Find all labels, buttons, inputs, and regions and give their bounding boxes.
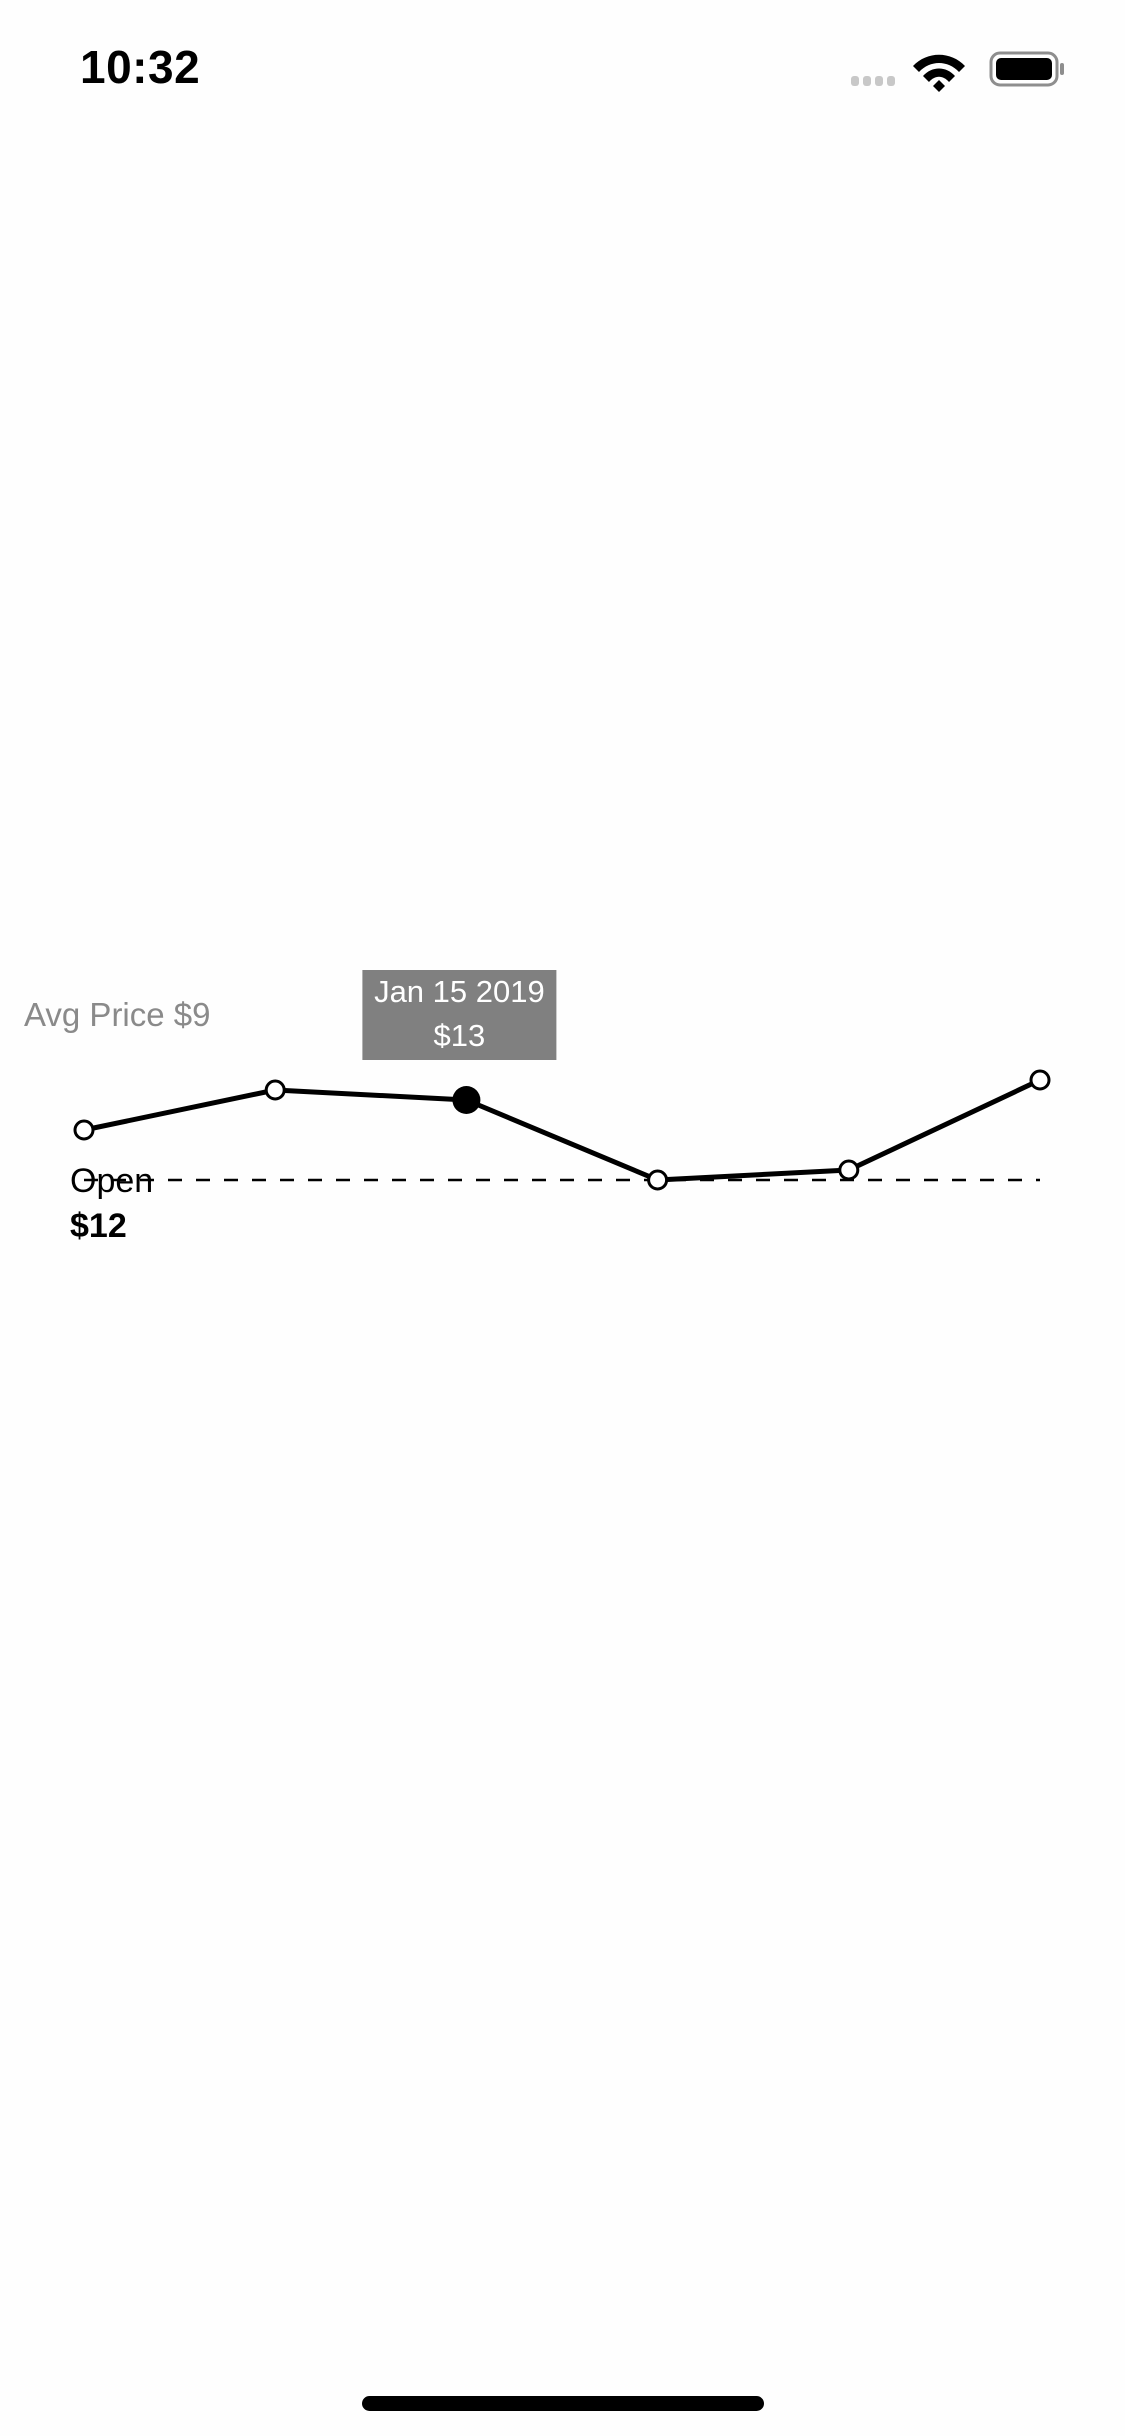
- tooltip-background: [362, 970, 557, 1060]
- tooltip: Jan 15 2019 $13: [362, 970, 557, 1060]
- price-chart: Avg Price $9 Jan 15 2019 $13 Open $12: [0, 960, 1125, 1380]
- tooltip-value: $13: [434, 1018, 486, 1053]
- open-value: $12: [70, 1207, 127, 1245]
- data-point[interactable]: [73, 1119, 95, 1141]
- status-time: 10:32: [80, 41, 201, 93]
- selected-data-point[interactable]: [452, 1086, 481, 1114]
- series-line: [83, 1077, 1042, 1183]
- data-point[interactable]: [264, 1079, 286, 1101]
- tooltip-date: Jan 15 2019: [374, 974, 545, 1009]
- chart-svg: Avg Price $9 Jan 15 2019 $13 Open $12: [24, 970, 1051, 1245]
- data-point[interactable]: [838, 1159, 860, 1181]
- battery-icon: [989, 51, 1064, 87]
- home-indicator[interactable]: [362, 2396, 764, 2411]
- avg-price-label: Avg Price $9: [24, 996, 211, 1033]
- data-points: [73, 1069, 1051, 1191]
- open-label: Open: [70, 1162, 153, 1200]
- status-icons: [851, 51, 1064, 92]
- data-point[interactable]: [1029, 1069, 1051, 1091]
- wifi-icon: [913, 54, 965, 92]
- data-point[interactable]: [647, 1169, 669, 1191]
- status-bar: 10:32: [0, 0, 1125, 132]
- cellular-signal-icon: [851, 76, 895, 86]
